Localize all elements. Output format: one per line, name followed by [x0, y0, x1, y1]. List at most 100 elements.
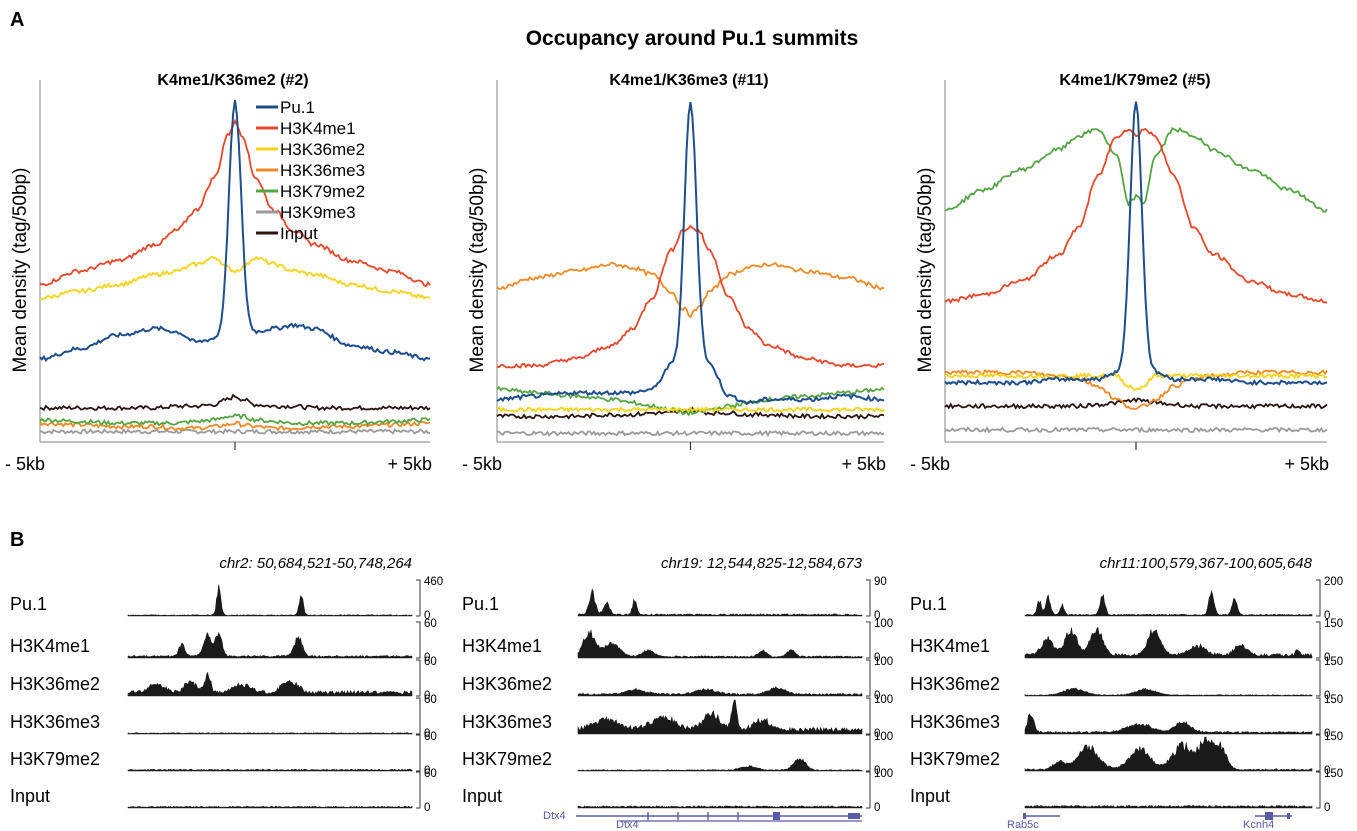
scale-max: 60 [424, 656, 437, 668]
series-line-h3k9me3 [497, 429, 885, 438]
series-line-h3k36me2 [944, 372, 1327, 392]
scale-max: 60 [424, 618, 437, 630]
track-label-h3k36me3: H3K36me3 [10, 712, 100, 732]
series-line-h3k4me1 [39, 118, 431, 288]
scale-bracket [866, 697, 871, 735]
scale-bracket [1316, 621, 1321, 659]
track-signal-h3k36me3 [127, 732, 413, 735]
scale-min: 0 [874, 610, 880, 622]
track-signal-h3k36me2 [1024, 687, 1313, 697]
track-label-input: Input [462, 786, 502, 806]
scale-max: 60 [424, 768, 437, 780]
legend-label-h3k79me2: H3K79me2 [280, 182, 365, 201]
scale-bracket [416, 659, 421, 697]
profile-plot-2: K4me1/K36me3 (#11) Mean density (tag/50bp… [462, 72, 886, 474]
y-axis-label: Mean density (tag/50bp) [915, 168, 936, 373]
scale-min: 0 [424, 728, 430, 740]
track-label-input: Input [10, 786, 50, 806]
scale-min: 0 [1324, 802, 1330, 814]
legend-label-input: Input [280, 224, 318, 243]
scale-max: 100 [874, 768, 893, 780]
panel-b-letter: B [10, 529, 24, 551]
track-label-h3k79me2: H3K79me2 [462, 749, 552, 769]
exon-block [1265, 812, 1273, 820]
scale-min: 0 [1324, 765, 1330, 777]
series-line-h3k4me1 [496, 224, 885, 369]
gene-label: Kcnh4 [1243, 819, 1274, 831]
track-label-h3k79me2: H3K79me2 [10, 749, 100, 769]
track-signal-pu-1 [577, 588, 863, 617]
series-line-h3k79me2 [496, 385, 885, 417]
series-line-h3k36me3 [496, 261, 885, 319]
legend: Pu.1 H3K4me1 H3K36me2 H3K36me3 H3K79me2 H3K9m… [256, 98, 365, 243]
profile-plots: K4me1/K36me2 (#2) Mean density (tag/50bp)… [5, 72, 1329, 474]
scale-max: 100 [874, 731, 893, 743]
gene-label: Dtx4 [543, 810, 566, 822]
browser-column-2: chr19: 12,544,825-12,584,673 Pu.1 90 0 H3K4m… [462, 555, 893, 831]
scale-max: 150 [1324, 656, 1343, 668]
series-line-pu-1 [944, 101, 1328, 387]
series-line-h3k9me3 [944, 426, 1328, 434]
scale-min: 0 [424, 802, 430, 814]
track-signal-h3k36me3 [577, 699, 863, 735]
track-signal-input [1024, 804, 1313, 809]
track-signal-h3k4me1 [577, 629, 863, 659]
scale-max: 150 [1324, 731, 1343, 743]
track-label-h3k4me1: H3K4me1 [10, 636, 90, 656]
scale-max: 60 [424, 694, 437, 706]
track-signal-h3k4me1 [1024, 626, 1313, 659]
track-signal-input [577, 805, 863, 809]
exon-block [773, 812, 780, 820]
series-line-h3k36me3 [944, 368, 1328, 410]
legend-label-h3k9me3: H3K9me3 [280, 203, 356, 222]
track-label-h3k79me2: H3K79me2 [910, 749, 1000, 769]
scale-bracket [1316, 734, 1321, 772]
track-label-input: Input [910, 786, 950, 806]
scale-bracket [416, 734, 421, 772]
track-signal-h3k79me2 [127, 768, 413, 772]
scale-min: 0 [424, 652, 430, 664]
series-line-input [39, 393, 431, 412]
x-tick-right: + 5kb [841, 454, 886, 474]
series-line-h3k79me2 [39, 413, 431, 427]
scale-min: 0 [874, 802, 880, 814]
scale-bracket [866, 579, 871, 617]
y-axis-label: Mean density (tag/50bp) [467, 168, 488, 373]
scale-min: 0 [1324, 728, 1330, 740]
series-line-input [944, 397, 1328, 410]
track-label-h3k36me3: H3K36me3 [462, 712, 552, 732]
scale-min: 0 [874, 652, 880, 664]
track-signal-h3k4me1 [127, 631, 413, 659]
series-line-h3k36me2 [39, 255, 431, 301]
browser-column-1: chr2: 50,684,521-50,748,264 Pu.1 460 0 H3K4m… [10, 555, 443, 814]
scale-bracket [1316, 771, 1321, 809]
exon-block [848, 813, 860, 819]
x-tick-left: - 5kb [5, 454, 45, 474]
panel-a-letter: A [10, 9, 24, 31]
track-signal-h3k36me2 [127, 671, 413, 697]
track-signal-h3k79me2 [1024, 736, 1313, 772]
scale-bracket [866, 734, 871, 772]
scale-min: 0 [874, 728, 880, 740]
scale-max: 60 [424, 731, 437, 743]
profile-title: K4me1/K79me2 (#5) [1059, 72, 1210, 89]
scale-bracket [866, 621, 871, 659]
track-signal-pu-1 [127, 584, 413, 617]
exon-block [1023, 813, 1026, 819]
legend-label-h3k36me3: H3K36me3 [280, 161, 365, 180]
track-label-pu-1: Pu.1 [10, 594, 47, 614]
track-label-h3k4me1: H3K4me1 [910, 636, 990, 656]
profile-plot-3: K4me1/K79me2 (#5) Mean density (tag/50bp)… [910, 72, 1329, 474]
series-line-h3k9me3 [39, 427, 431, 435]
exon-block [1287, 813, 1290, 819]
x-tick-right: + 5kb [1284, 454, 1329, 474]
x-tick-right: + 5kb [387, 454, 432, 474]
legend-label-h3k36me2: H3K36me2 [280, 140, 365, 159]
x-tick-left: - 5kb [910, 454, 950, 474]
scale-bracket [1316, 579, 1321, 617]
locus-coordinates: chr2: 50,684,521-50,748,264 [219, 555, 412, 572]
gene-label: Rab5c [1007, 819, 1039, 831]
gene-label: Dtx4 [616, 819, 639, 831]
scale-min: 0 [1324, 610, 1330, 622]
